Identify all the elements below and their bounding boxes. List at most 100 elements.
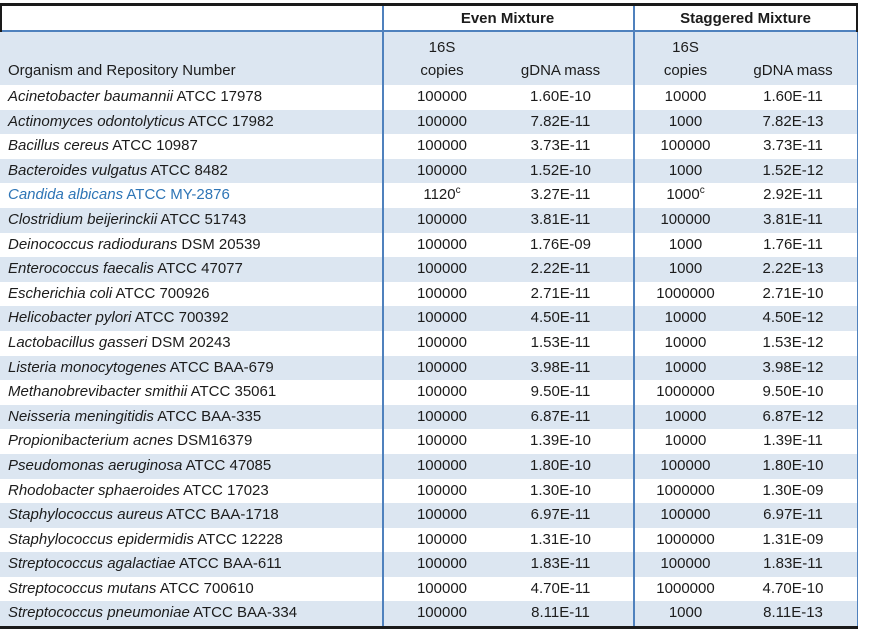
column-separator-staggered: [633, 6, 635, 627]
even-16s-copies-cell: 100000: [416, 579, 468, 597]
even-16s-copies-cell: 100000: [416, 284, 468, 302]
group-header-row: Even Mixture Staggered Mixture: [0, 6, 858, 32]
even-gdna-mass-cell: 1.30E-10: [530, 481, 591, 499]
even-16s-copies-cell: 100000: [416, 555, 468, 573]
staggered-16s-copies-cell: 100000: [660, 137, 711, 155]
table-row: Neisseria meningitidis ATCC BAA-335 1000…: [0, 404, 858, 430]
top-border-right-tick: [856, 6, 858, 32]
staggered-16s-copies-cell: 1000c: [666, 185, 705, 204]
organism-repository: ATCC MY-2876: [123, 186, 230, 204]
even-gdna-mass-cell: 7.82E-11: [530, 112, 591, 130]
staggered-gdna-mass-cell: 1.60E-11: [763, 88, 823, 105]
organism-cell: Lactobacillus gasseri DSM 20243: [0, 331, 382, 356]
even-gdna-mass-cell: 2.71E-11: [530, 284, 591, 302]
staggered-gdna-mass-cell: 1.52E-12: [762, 161, 824, 179]
table-row: Listeria monocytogenes ATCC BAA-679 1000…: [0, 355, 858, 381]
even-gdna-mass-cell: 6.87E-11: [530, 407, 591, 425]
staggered-gdna-mass-cell: 2.22E-13: [762, 260, 824, 278]
even-16s-copies-cell: 100000: [416, 137, 468, 155]
staggered-16s-label-line2: copies: [663, 62, 708, 79]
table-row: Rhodobacter sphaeroides ATCC 17023 10000…: [0, 479, 858, 504]
organism-species: Candida albicans: [8, 186, 124, 204]
even-gdna-mass-cell: 3.73E-11: [530, 137, 591, 155]
staggered-gdna-mass-cell: 3.73E-11: [763, 137, 823, 155]
staggered-gdna-mass-cell: 2.71E-10: [762, 284, 824, 302]
table-row: Bacillus cereus ATCC 10987 100000 3.73E-…: [0, 134, 858, 159]
organism-repository: ATCC BAA-1718: [163, 506, 279, 524]
staggered-16s-copies-cell: 10000: [664, 88, 707, 105]
staggered-gdna-mass-cell: 7.82E-13: [762, 112, 824, 130]
even-gdna-mass-cell: 6.97E-11: [530, 506, 591, 524]
even-gdna-mass-cell: 4.70E-11: [530, 579, 591, 597]
even-gdna-mass-cell: 3.27E-11: [530, 186, 591, 204]
even-16s-label-line2: copies: [420, 62, 464, 79]
table-right-border: [857, 6, 858, 627]
staggered-gdna-mass-cell: 1.80E-10: [762, 456, 824, 474]
group-header-staggered-mixture: Staggered Mixture: [680, 10, 811, 27]
table-row: Escherichia coli ATCC 700926 100000 2.71…: [0, 282, 858, 307]
organism-cell: Listeria monocytogenes ATCC BAA-679: [0, 356, 382, 381]
even-16s-copies-cell: 100000: [416, 358, 468, 376]
table-row: Bacteroides vulgatus ATCC 8482 100000 1.…: [0, 158, 858, 184]
table-row: Staphylococcus aureus ATCC BAA-1718 1000…: [0, 503, 858, 528]
organism-repository: DSM16379: [173, 432, 253, 450]
staggered-gdna-mass-cell: 4.50E-12: [762, 309, 824, 327]
organism-repository: ATCC 35061: [187, 383, 277, 401]
column-header-even-gdna-mass: gDNA mass: [502, 32, 633, 85]
staggered-gdna-mass-cell: 3.98E-12: [762, 358, 824, 376]
even-gdna-mass-cell: 2.22E-11: [530, 260, 591, 278]
organism-repository: ATCC BAA-679: [166, 358, 274, 376]
table-body: Acinetobacter baumannii ATCC 17978 10000…: [0, 85, 858, 627]
organism-species: Acinetobacter baumannii: [8, 88, 174, 105]
organism-repository: DSM 20243: [147, 333, 231, 351]
even-16s-copies-cell: 100000: [416, 309, 468, 327]
staggered-16s-copies-cell: 10000: [664, 309, 707, 327]
even-gdna-mass-cell: 1.52E-10: [530, 161, 591, 179]
even-16s-copies-cell: 100000: [416, 88, 468, 105]
organism-repository: ATCC BAA-334: [189, 604, 298, 622]
staggered-16s-copies-cell: 10000: [664, 407, 707, 425]
organism-cell: Rhodobacter sphaeroides ATCC 17023: [0, 479, 382, 504]
organism-species: Clostridium beijerinckii: [8, 210, 158, 228]
organism-repository: ATCC 10987: [108, 137, 198, 155]
staggered-16s-copies-cell: 10000: [664, 432, 707, 450]
organism-species: Pseudomonas aeruginosa: [8, 456, 183, 474]
even-16s-copies-cell: 1120c: [423, 185, 461, 204]
organism-species: Staphylococcus aureus: [8, 506, 164, 524]
group-header-even-mixture: Even Mixture: [460, 10, 555, 27]
even-16s-copies-cell: 100000: [416, 604, 468, 622]
organism-repository: ATCC 8482: [147, 161, 228, 179]
even-gdna-mass-cell: 8.11E-11: [531, 604, 590, 622]
column-header-row: Organism and Repository Number 16S copie…: [0, 32, 858, 85]
staggered-16s-copies-cell: 1000: [668, 604, 703, 622]
staggered-gdna-mass-cell: 9.50E-10: [762, 383, 824, 401]
even-16s-copies-cell: 100000: [416, 506, 468, 524]
organism-species: Actinomyces odontolyticus: [8, 112, 185, 130]
even-gdna-mass-cell: 1.83E-11: [530, 555, 591, 573]
column-header-staggered-gdna-mass: gDNA mass: [738, 32, 858, 85]
staggered-16s-copies-cell: 1000: [668, 260, 703, 278]
staggered-gdna-mass-cell: 8.11E-13: [763, 604, 823, 622]
staggered-16s-copies-cell: 100000: [660, 456, 711, 474]
table-row: Candida albicans ATCC MY-2876 1120c 3.27…: [0, 183, 858, 208]
staggered-16s-copies-cell: 1000000: [656, 481, 715, 499]
even-16s-copies-cell: 100000: [416, 481, 468, 499]
column-header-organism: Organism and Repository Number: [0, 32, 382, 85]
organism-species: Escherichia coli: [8, 284, 113, 302]
organism-repository: ATCC 17978: [173, 88, 263, 105]
organism-repository: ATCC 700392: [131, 309, 229, 327]
table-row: Acinetobacter baumannii ATCC 17978 10000…: [0, 85, 858, 110]
table-row: Methanobrevibacter smithii ATCC 35061 10…: [0, 380, 858, 405]
organism-cell: Clostridium beijerinckii ATCC 51743: [0, 208, 382, 233]
staggered-gdna-mass-cell: 3.81E-11: [763, 210, 823, 228]
organism-species: Methanobrevibacter smithii: [8, 383, 188, 401]
even-16s-copies-cell: 100000: [416, 210, 468, 228]
staggered-16s-copies-cell: 1000000: [656, 579, 715, 597]
organism-cell: Staphylococcus aureus ATCC BAA-1718: [0, 503, 382, 528]
organism-cell: Deinococcus radiodurans DSM 20539: [0, 233, 382, 258]
staggered-gdna-mass-cell: 1.83E-11: [763, 555, 823, 573]
organism-repository: ATCC BAA-335: [153, 407, 262, 425]
table-row: Lactobacillus gasseri DSM 20243 100000 1…: [0, 331, 858, 356]
organism-cell: Enterococcus faecalis ATCC 47077: [0, 257, 382, 282]
even-gdna-mass-cell: 1.76E-09: [530, 235, 591, 253]
